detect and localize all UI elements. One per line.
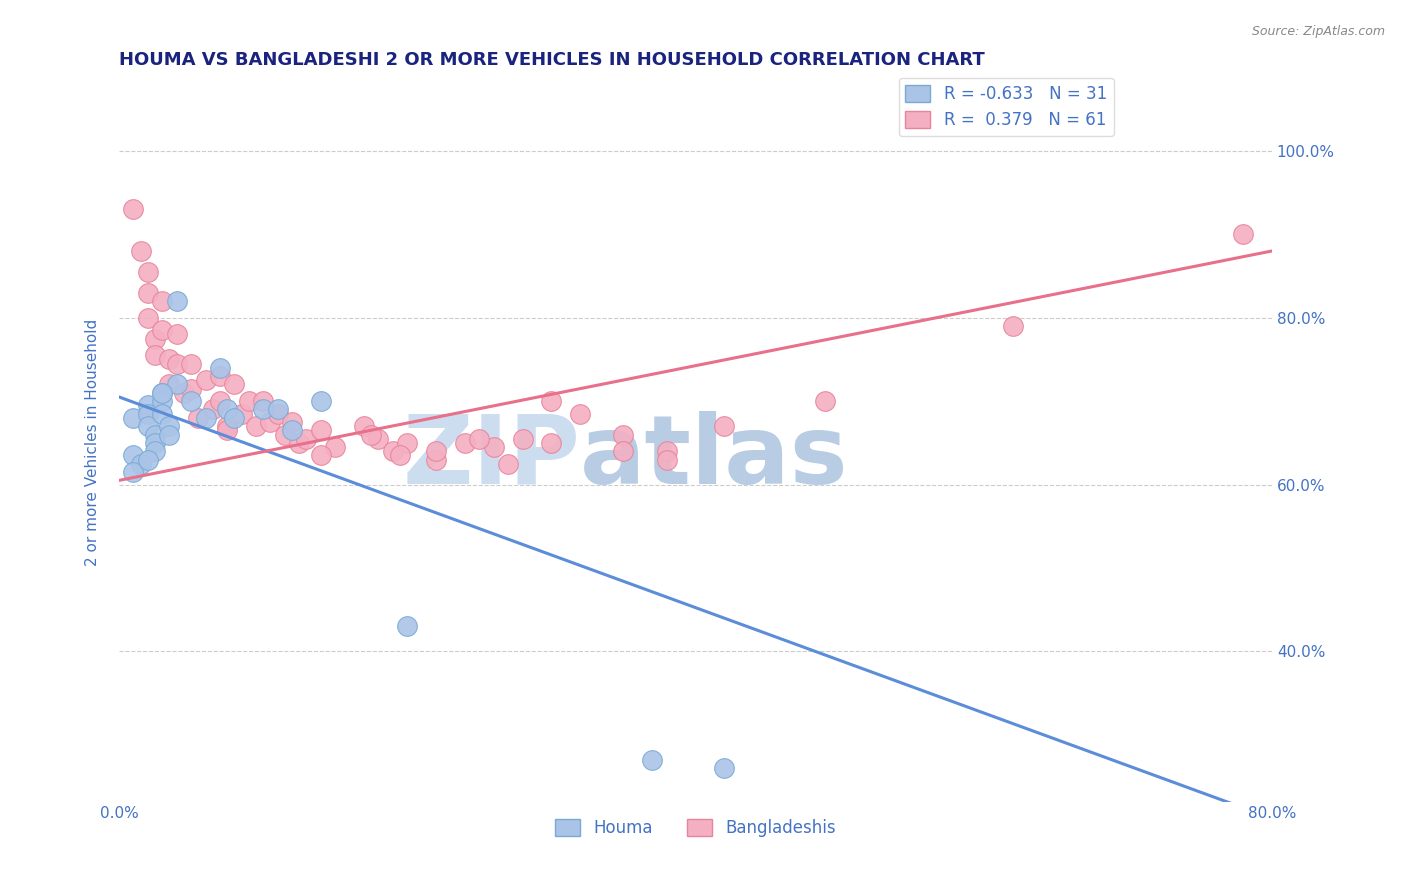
Point bbox=[323, 440, 346, 454]
Legend: Houma, Bangladeshis: Houma, Bangladeshis bbox=[548, 812, 842, 844]
Point bbox=[129, 244, 152, 258]
Point bbox=[150, 385, 173, 400]
Text: Source: ZipAtlas.com: Source: ZipAtlas.com bbox=[1251, 25, 1385, 38]
Point bbox=[252, 394, 274, 409]
Point bbox=[1232, 227, 1254, 242]
Point bbox=[1001, 319, 1024, 334]
Point bbox=[187, 410, 209, 425]
Point bbox=[353, 419, 375, 434]
Point bbox=[252, 402, 274, 417]
Point bbox=[512, 432, 534, 446]
Point bbox=[143, 427, 166, 442]
Point bbox=[381, 444, 404, 458]
Point bbox=[425, 452, 447, 467]
Point bbox=[266, 407, 288, 421]
Point bbox=[468, 432, 491, 446]
Point bbox=[713, 419, 735, 434]
Point bbox=[143, 348, 166, 362]
Point bbox=[217, 402, 239, 417]
Point bbox=[281, 415, 304, 429]
Point bbox=[655, 444, 678, 458]
Point bbox=[159, 427, 181, 442]
Point bbox=[136, 285, 159, 300]
Point bbox=[150, 293, 173, 308]
Point bbox=[482, 440, 505, 454]
Point bbox=[143, 332, 166, 346]
Y-axis label: 2 or more Vehicles in Household: 2 or more Vehicles in Household bbox=[86, 319, 100, 566]
Point bbox=[159, 419, 181, 434]
Point bbox=[540, 435, 562, 450]
Point bbox=[180, 382, 202, 396]
Point bbox=[122, 465, 145, 479]
Point bbox=[194, 410, 217, 425]
Point bbox=[217, 419, 239, 434]
Point bbox=[208, 369, 231, 384]
Point bbox=[288, 435, 311, 450]
Point bbox=[713, 761, 735, 775]
Point bbox=[396, 435, 419, 450]
Point bbox=[274, 427, 297, 442]
Point bbox=[136, 310, 159, 325]
Point bbox=[173, 385, 195, 400]
Point bbox=[360, 427, 382, 442]
Point bbox=[136, 419, 159, 434]
Point bbox=[396, 619, 419, 633]
Point bbox=[143, 444, 166, 458]
Point bbox=[309, 448, 332, 462]
Point bbox=[569, 407, 592, 421]
Point bbox=[540, 394, 562, 409]
Point bbox=[166, 377, 188, 392]
Point bbox=[389, 448, 412, 462]
Point bbox=[266, 402, 288, 417]
Point bbox=[136, 398, 159, 412]
Point bbox=[454, 435, 477, 450]
Point bbox=[641, 753, 664, 767]
Point bbox=[655, 452, 678, 467]
Point bbox=[166, 357, 188, 371]
Point bbox=[150, 407, 173, 421]
Text: HOUMA VS BANGLADESHI 2 OR MORE VEHICLES IN HOUSEHOLD CORRELATION CHART: HOUMA VS BANGLADESHI 2 OR MORE VEHICLES … bbox=[120, 51, 984, 69]
Point bbox=[281, 423, 304, 437]
Point bbox=[367, 432, 389, 446]
Text: ZIP: ZIP bbox=[402, 410, 581, 504]
Point bbox=[208, 360, 231, 375]
Point bbox=[814, 394, 837, 409]
Point bbox=[180, 394, 202, 409]
Text: atlas: atlas bbox=[581, 410, 849, 504]
Point bbox=[194, 373, 217, 387]
Point bbox=[150, 385, 173, 400]
Point bbox=[259, 415, 281, 429]
Point bbox=[150, 394, 173, 409]
Point bbox=[166, 293, 188, 308]
Point bbox=[245, 419, 267, 434]
Point bbox=[496, 457, 519, 471]
Point bbox=[129, 457, 152, 471]
Point bbox=[180, 357, 202, 371]
Point bbox=[295, 432, 318, 446]
Point bbox=[208, 394, 231, 409]
Point bbox=[231, 407, 253, 421]
Point bbox=[166, 327, 188, 342]
Point bbox=[238, 394, 260, 409]
Point bbox=[122, 410, 145, 425]
Point bbox=[136, 452, 159, 467]
Point bbox=[136, 407, 159, 421]
Point bbox=[425, 444, 447, 458]
Point bbox=[309, 394, 332, 409]
Point bbox=[136, 265, 159, 279]
Point bbox=[122, 202, 145, 217]
Point bbox=[224, 377, 246, 392]
Point bbox=[309, 423, 332, 437]
Point bbox=[224, 410, 246, 425]
Point bbox=[217, 423, 239, 437]
Point bbox=[159, 377, 181, 392]
Point bbox=[143, 435, 166, 450]
Point bbox=[201, 402, 224, 417]
Point bbox=[612, 427, 634, 442]
Point bbox=[122, 448, 145, 462]
Point bbox=[612, 444, 634, 458]
Point bbox=[159, 352, 181, 367]
Point bbox=[150, 323, 173, 337]
